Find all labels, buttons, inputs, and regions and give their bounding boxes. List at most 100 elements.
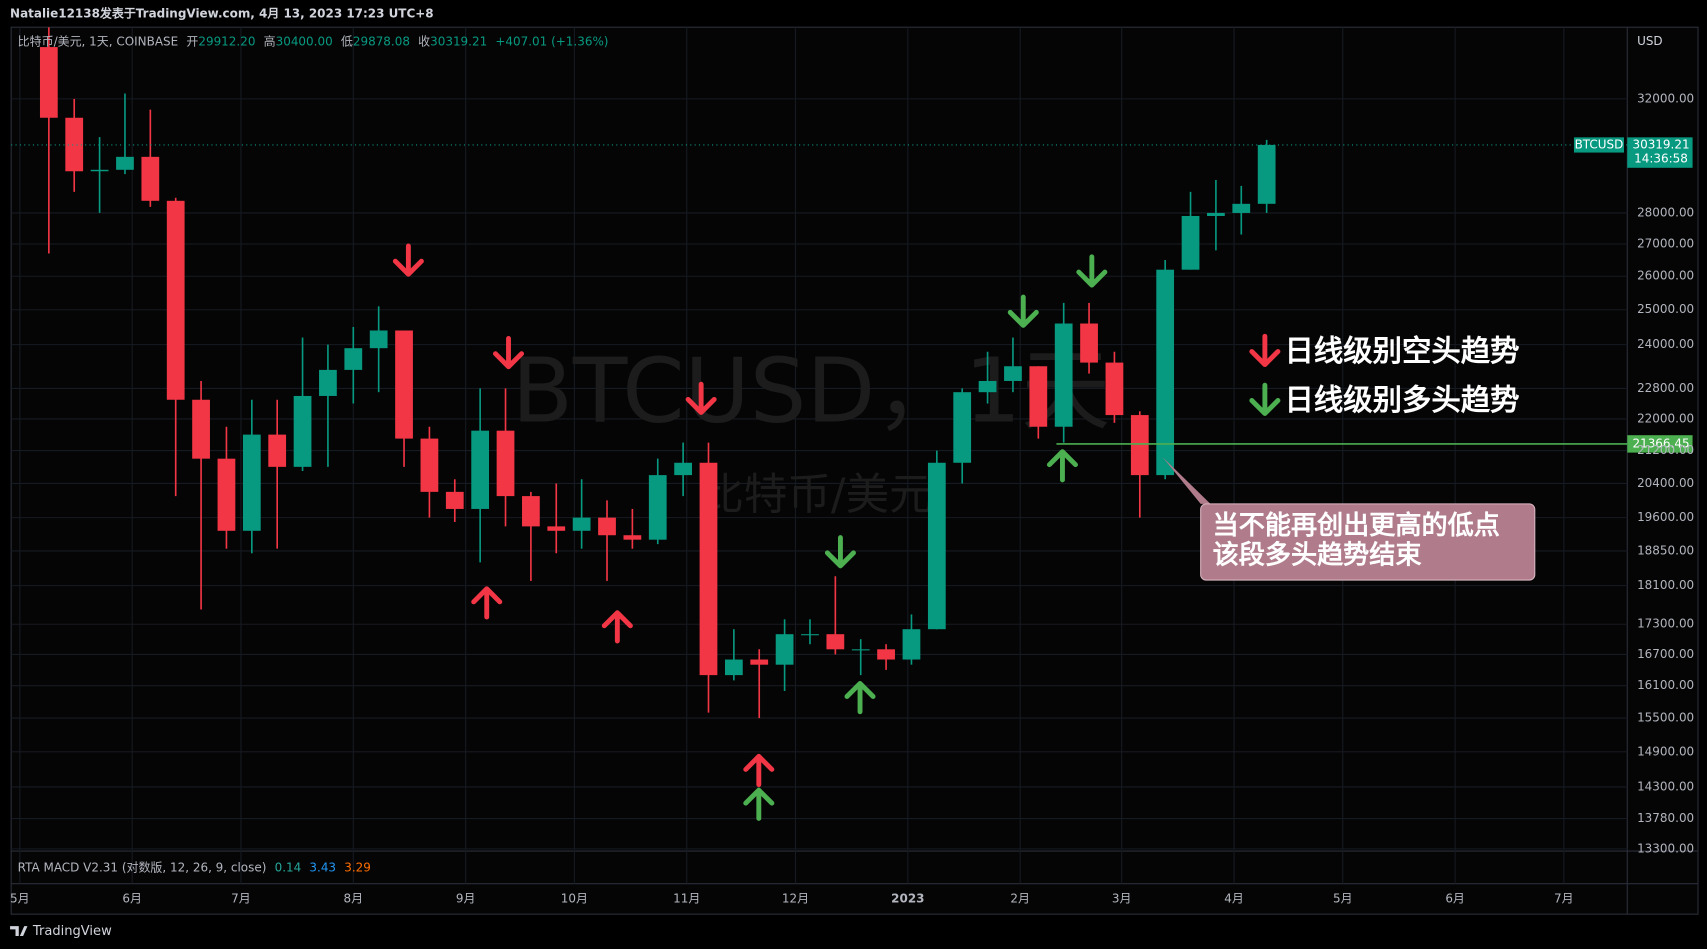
- candle-body: [1207, 212, 1225, 216]
- x-tick-label: 2023: [891, 891, 924, 905]
- candle-body: [1156, 269, 1175, 476]
- candle-body: [242, 434, 261, 531]
- candle-body: [1054, 323, 1073, 427]
- y-tick-label: 16100.00: [1637, 678, 1694, 692]
- candle-body: [674, 462, 693, 476]
- ticker-tag-text: BTCUSD: [1575, 137, 1624, 151]
- y-tick-label: 18100.00: [1637, 578, 1694, 592]
- candle-body: [217, 458, 236, 531]
- candle-body: [547, 526, 566, 531]
- candle-body: [851, 649, 870, 651]
- candle-body: [648, 475, 667, 540]
- candle-body: [65, 117, 84, 172]
- footer-logo: [10, 926, 28, 936]
- candle-body: [522, 496, 540, 527]
- indicator: RTA MACD V2.31 (对数版, 12, 26, 9, close) 0…: [18, 859, 371, 874]
- candle-body: [902, 629, 921, 660]
- y-tick-label: 25000.00: [1637, 302, 1694, 316]
- y-tick-label: 15500.00: [1637, 711, 1694, 725]
- candle-body: [344, 348, 363, 370]
- countdown: 14:36:58: [1634, 152, 1688, 166]
- close-label: 收: [418, 34, 430, 48]
- candle-body: [953, 392, 972, 463]
- candle-body: [90, 169, 109, 172]
- y-tick-label: 13780.00: [1637, 811, 1694, 825]
- candle-body: [801, 634, 819, 636]
- candle-body: [293, 395, 312, 467]
- y-tick-label: 16700.00: [1637, 647, 1694, 661]
- candle-body: [1080, 323, 1098, 363]
- candle-body: [268, 434, 287, 467]
- y-tick-label: 28000.00: [1637, 205, 1694, 219]
- high-label: 高: [264, 33, 276, 48]
- x-tick-label: 7月: [1554, 891, 1574, 905]
- level-label: 21366.45: [1632, 436, 1689, 450]
- candle-body: [699, 462, 718, 676]
- x-tick-label: 2月: [1010, 891, 1030, 905]
- candle-body: [166, 200, 185, 400]
- annotation-bull: 日线级别多头趋势: [1284, 383, 1519, 417]
- watermark-subtitle: 比特币/美元: [700, 470, 932, 520]
- x-tick-label: 9月: [456, 891, 476, 905]
- low-value: 29878.08: [353, 34, 410, 48]
- candle-body: [1130, 415, 1149, 476]
- candle-body: [141, 156, 160, 201]
- ticker-tag: [1573, 137, 1625, 153]
- candle-body: [39, 47, 58, 118]
- indicator-macd: 0.14: [275, 860, 302, 874]
- y-tick-label: 20400.00: [1637, 476, 1694, 490]
- y-tick-label: 14900.00: [1637, 744, 1694, 758]
- open-value: 29912.20: [198, 34, 255, 48]
- callout-line1: 当不能再创出更高的低点: [1213, 510, 1500, 541]
- candle-body: [1004, 366, 1022, 381]
- footer-brand: TradingView: [32, 924, 112, 939]
- candle-body: [877, 649, 895, 660]
- candle-body: [116, 156, 134, 170]
- candle-body: [496, 430, 515, 497]
- candle-body: [445, 491, 464, 509]
- grid: [11, 27, 1628, 884]
- callout-line2: 该段多头趋势结束: [1213, 540, 1423, 571]
- currency: USD: [1637, 34, 1663, 48]
- arrows: [392, 243, 1281, 821]
- candle-body: [1181, 215, 1200, 270]
- candle-body: [369, 330, 388, 349]
- indicator-signal: 3.43: [309, 860, 336, 874]
- level-tag: [1627, 435, 1693, 453]
- y-tick-label: 27000.00: [1637, 236, 1694, 250]
- x-tick-label: 3月: [1112, 891, 1132, 905]
- x-tick-label: 8月: [344, 891, 364, 905]
- candle-body: [598, 517, 616, 536]
- candle-body: [395, 330, 413, 439]
- candle-body: [1257, 144, 1276, 204]
- y-tick-label: 22800.00: [1637, 381, 1694, 395]
- x-tick-label: 11月: [673, 891, 700, 905]
- indicator-histogram: 3.29: [344, 860, 371, 874]
- close-value: 30319.21: [430, 34, 487, 48]
- y-tick-label: 22000.00: [1637, 411, 1694, 425]
- x-tick-label: 6月: [1445, 891, 1465, 905]
- y-tick-label: 14300.00: [1637, 779, 1694, 793]
- indicator-name: RTA MACD V2.31 (对数版, 12, 26, 9, close): [18, 859, 267, 874]
- last-price-tag: [1627, 137, 1693, 168]
- candle-body: [724, 659, 743, 676]
- y-tick-label: 19600.00: [1637, 510, 1694, 524]
- y-tick-label: 26000.00: [1637, 269, 1694, 283]
- annotation-bear: 日线级别空头趋势: [1284, 334, 1519, 368]
- candle-body: [1029, 366, 1048, 427]
- candle-body: [826, 634, 845, 650]
- arrow-red: [392, 243, 1281, 788]
- x-tick-label: 12月: [782, 891, 809, 905]
- x-tick-label: 4月: [1224, 891, 1244, 905]
- watermark-title: BTCUSD，1天: [512, 340, 1111, 444]
- candle-body: [319, 369, 337, 396]
- candle-body: [471, 430, 490, 509]
- callout-tail: [1162, 457, 1211, 504]
- x-tick-label: 6月: [122, 891, 142, 905]
- candle-body: [750, 659, 769, 665]
- change: +407.01 (+1.36%): [495, 34, 608, 48]
- open-label: 开: [186, 34, 198, 48]
- y-tick-label: 18850.00: [1637, 543, 1694, 557]
